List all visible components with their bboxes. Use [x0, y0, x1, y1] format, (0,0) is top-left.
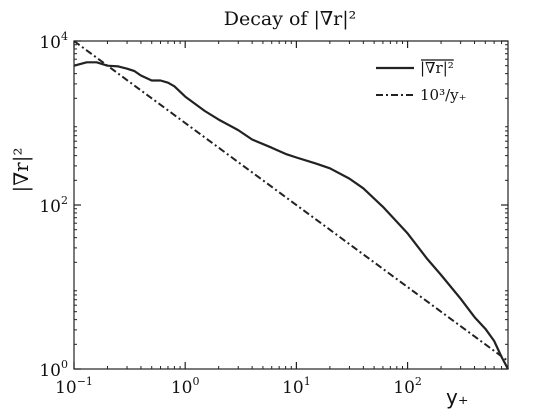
plot-area: [73, 40, 509, 370]
x-tick-label: 102: [393, 375, 422, 398]
chart-title: Decay of |∇r|²: [224, 8, 357, 30]
x-tick-label: 10−1: [55, 375, 93, 398]
x-tick-label: 101: [282, 375, 311, 398]
y-tick-label: 102: [39, 194, 68, 217]
y-tick-label: 104: [39, 30, 68, 53]
legend-label-series-1: |∇r|²: [420, 59, 454, 77]
series-line-1: [73, 61, 509, 370]
x-tick-label: 100: [171, 375, 200, 398]
y-tick-label: 100: [39, 358, 68, 381]
series-layer: [73, 40, 509, 370]
y-axis-label: |∇r|²: [9, 147, 34, 192]
legend: |∇r|² 10³/y₊: [376, 59, 467, 104]
x-axis-label: y₊: [446, 385, 468, 409]
legend-label-series-2: 10³/y₊: [420, 86, 467, 104]
